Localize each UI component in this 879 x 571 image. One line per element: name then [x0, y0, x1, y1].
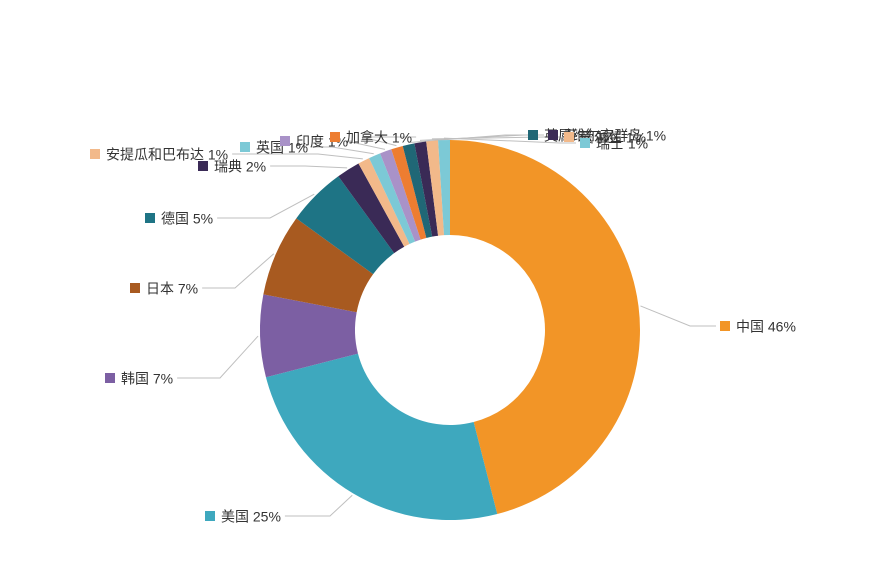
leader-china — [640, 306, 716, 326]
swatch-korea — [105, 373, 115, 383]
swatch-germany — [145, 213, 155, 223]
label-swiss: 瑞士 1% — [580, 135, 648, 150]
leader-japan — [202, 254, 274, 288]
leader-korea — [177, 336, 258, 378]
swatch-antigua — [90, 149, 100, 159]
label-germany: 德国 5% — [145, 210, 213, 225]
swatch-japan — [130, 283, 140, 293]
label-china: 中国 46% — [720, 318, 796, 333]
label-text-japan: 日本 7% — [146, 280, 198, 296]
label-text-canada: 加拿大 1% — [346, 129, 412, 145]
swatch-swiss — [580, 138, 590, 148]
swatch-canada — [330, 132, 340, 142]
label-antigua: 安提瓜和巴布达 1% — [90, 146, 228, 161]
leader-usa — [285, 495, 352, 516]
label-text-antigua: 安提瓜和巴布达 1% — [106, 146, 228, 162]
swatch-sweden — [198, 161, 208, 171]
swatch-ireland — [564, 132, 574, 142]
swatch-china — [720, 321, 730, 331]
label-text-swiss: 瑞士 1% — [596, 135, 648, 151]
swatch-uk — [240, 142, 250, 152]
swatch-india — [280, 136, 290, 146]
label-korea: 韩国 7% — [105, 370, 173, 385]
donut-chart: 中国 46%美国 25%韩国 7%日本 7%德国 5%瑞典 2%安提瓜和巴布达 … — [0, 0, 879, 571]
swatch-bvi — [528, 130, 538, 140]
leader-sweden — [270, 166, 347, 168]
label-usa: 美国 25% — [205, 508, 281, 523]
swatch-finland — [548, 130, 558, 140]
label-text-korea: 韩国 7% — [121, 370, 173, 386]
label-text-usa: 美国 25% — [221, 508, 281, 524]
slice-usa — [266, 354, 497, 520]
label-text-germany: 德国 5% — [161, 210, 213, 226]
label-text-china: 中国 46% — [736, 318, 796, 334]
label-canada: 加拿大 1% — [330, 129, 412, 144]
slices — [260, 140, 640, 520]
label-japan: 日本 7% — [130, 280, 198, 295]
swatch-usa — [205, 511, 215, 521]
